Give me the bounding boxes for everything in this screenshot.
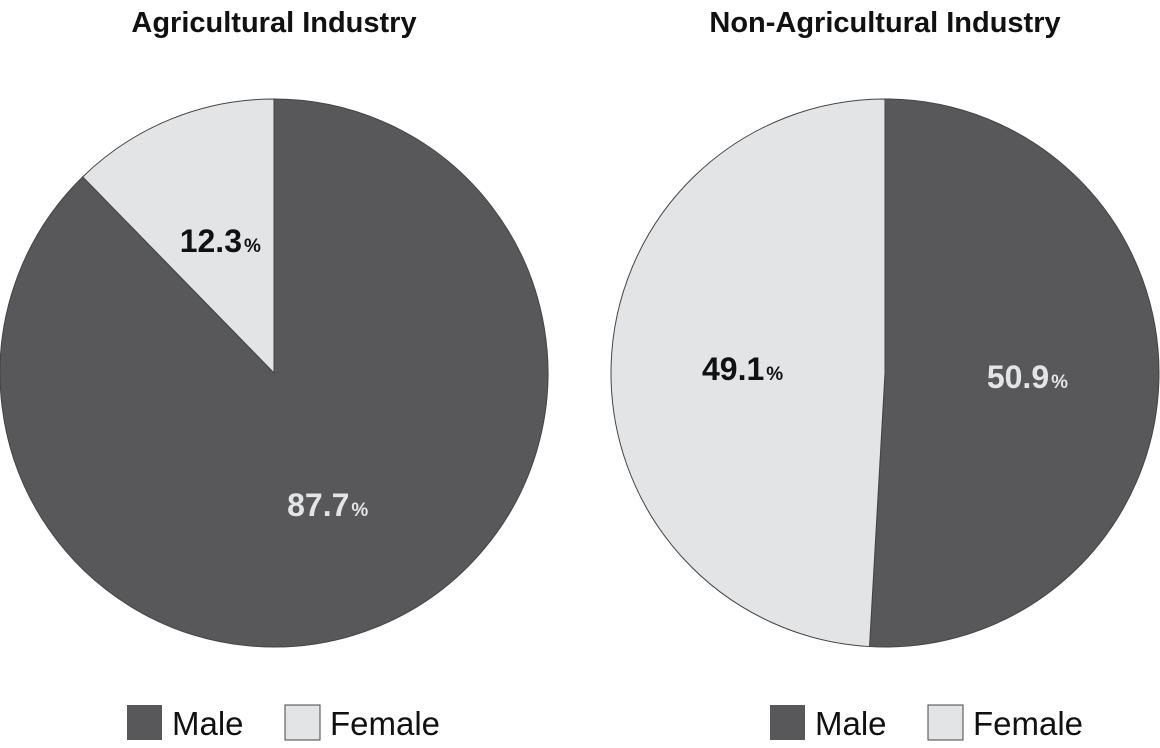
legend-label-male: Male xyxy=(815,705,887,742)
pie-slice-female xyxy=(610,98,886,648)
legend-label-female: Female xyxy=(973,705,1083,742)
legend-label-female: Female xyxy=(330,705,440,742)
legend-non-agricultural: Male Female xyxy=(770,704,1083,742)
chart-agricultural: Agricultural Industry 87.7 % 12.3% Male Fe… xyxy=(0,7,549,742)
chart-title-agricultural: Agricultural Industry xyxy=(131,7,416,39)
data-label-male: 87.7% xyxy=(287,487,368,523)
data-label-female: 12.3% xyxy=(180,223,261,259)
pie-slice-female xyxy=(81,98,275,375)
chart-non-agricultural: Non-Agricultural Industry 50.9 % 49.1% Mal… xyxy=(610,7,1160,742)
legend-swatch-female xyxy=(284,704,321,741)
legend-label-male: Male xyxy=(172,705,244,742)
pie-agricultural: 87.7 % 12.3% xyxy=(0,98,549,648)
legend-swatch-male xyxy=(770,705,805,740)
legend-agricultural: Male Female xyxy=(127,704,440,742)
legend-swatch-male xyxy=(127,705,162,740)
legend-swatch-female xyxy=(927,704,964,741)
pie-slice-male xyxy=(868,98,1160,648)
chart-title-non-agricultural: Non-Agricultural Industry xyxy=(709,7,1060,39)
data-label-male: 50.9% xyxy=(987,359,1068,395)
data-label-female: 49.1% xyxy=(702,351,783,387)
pie-non-agricultural: 50.9 % 49.1% xyxy=(610,98,1160,648)
